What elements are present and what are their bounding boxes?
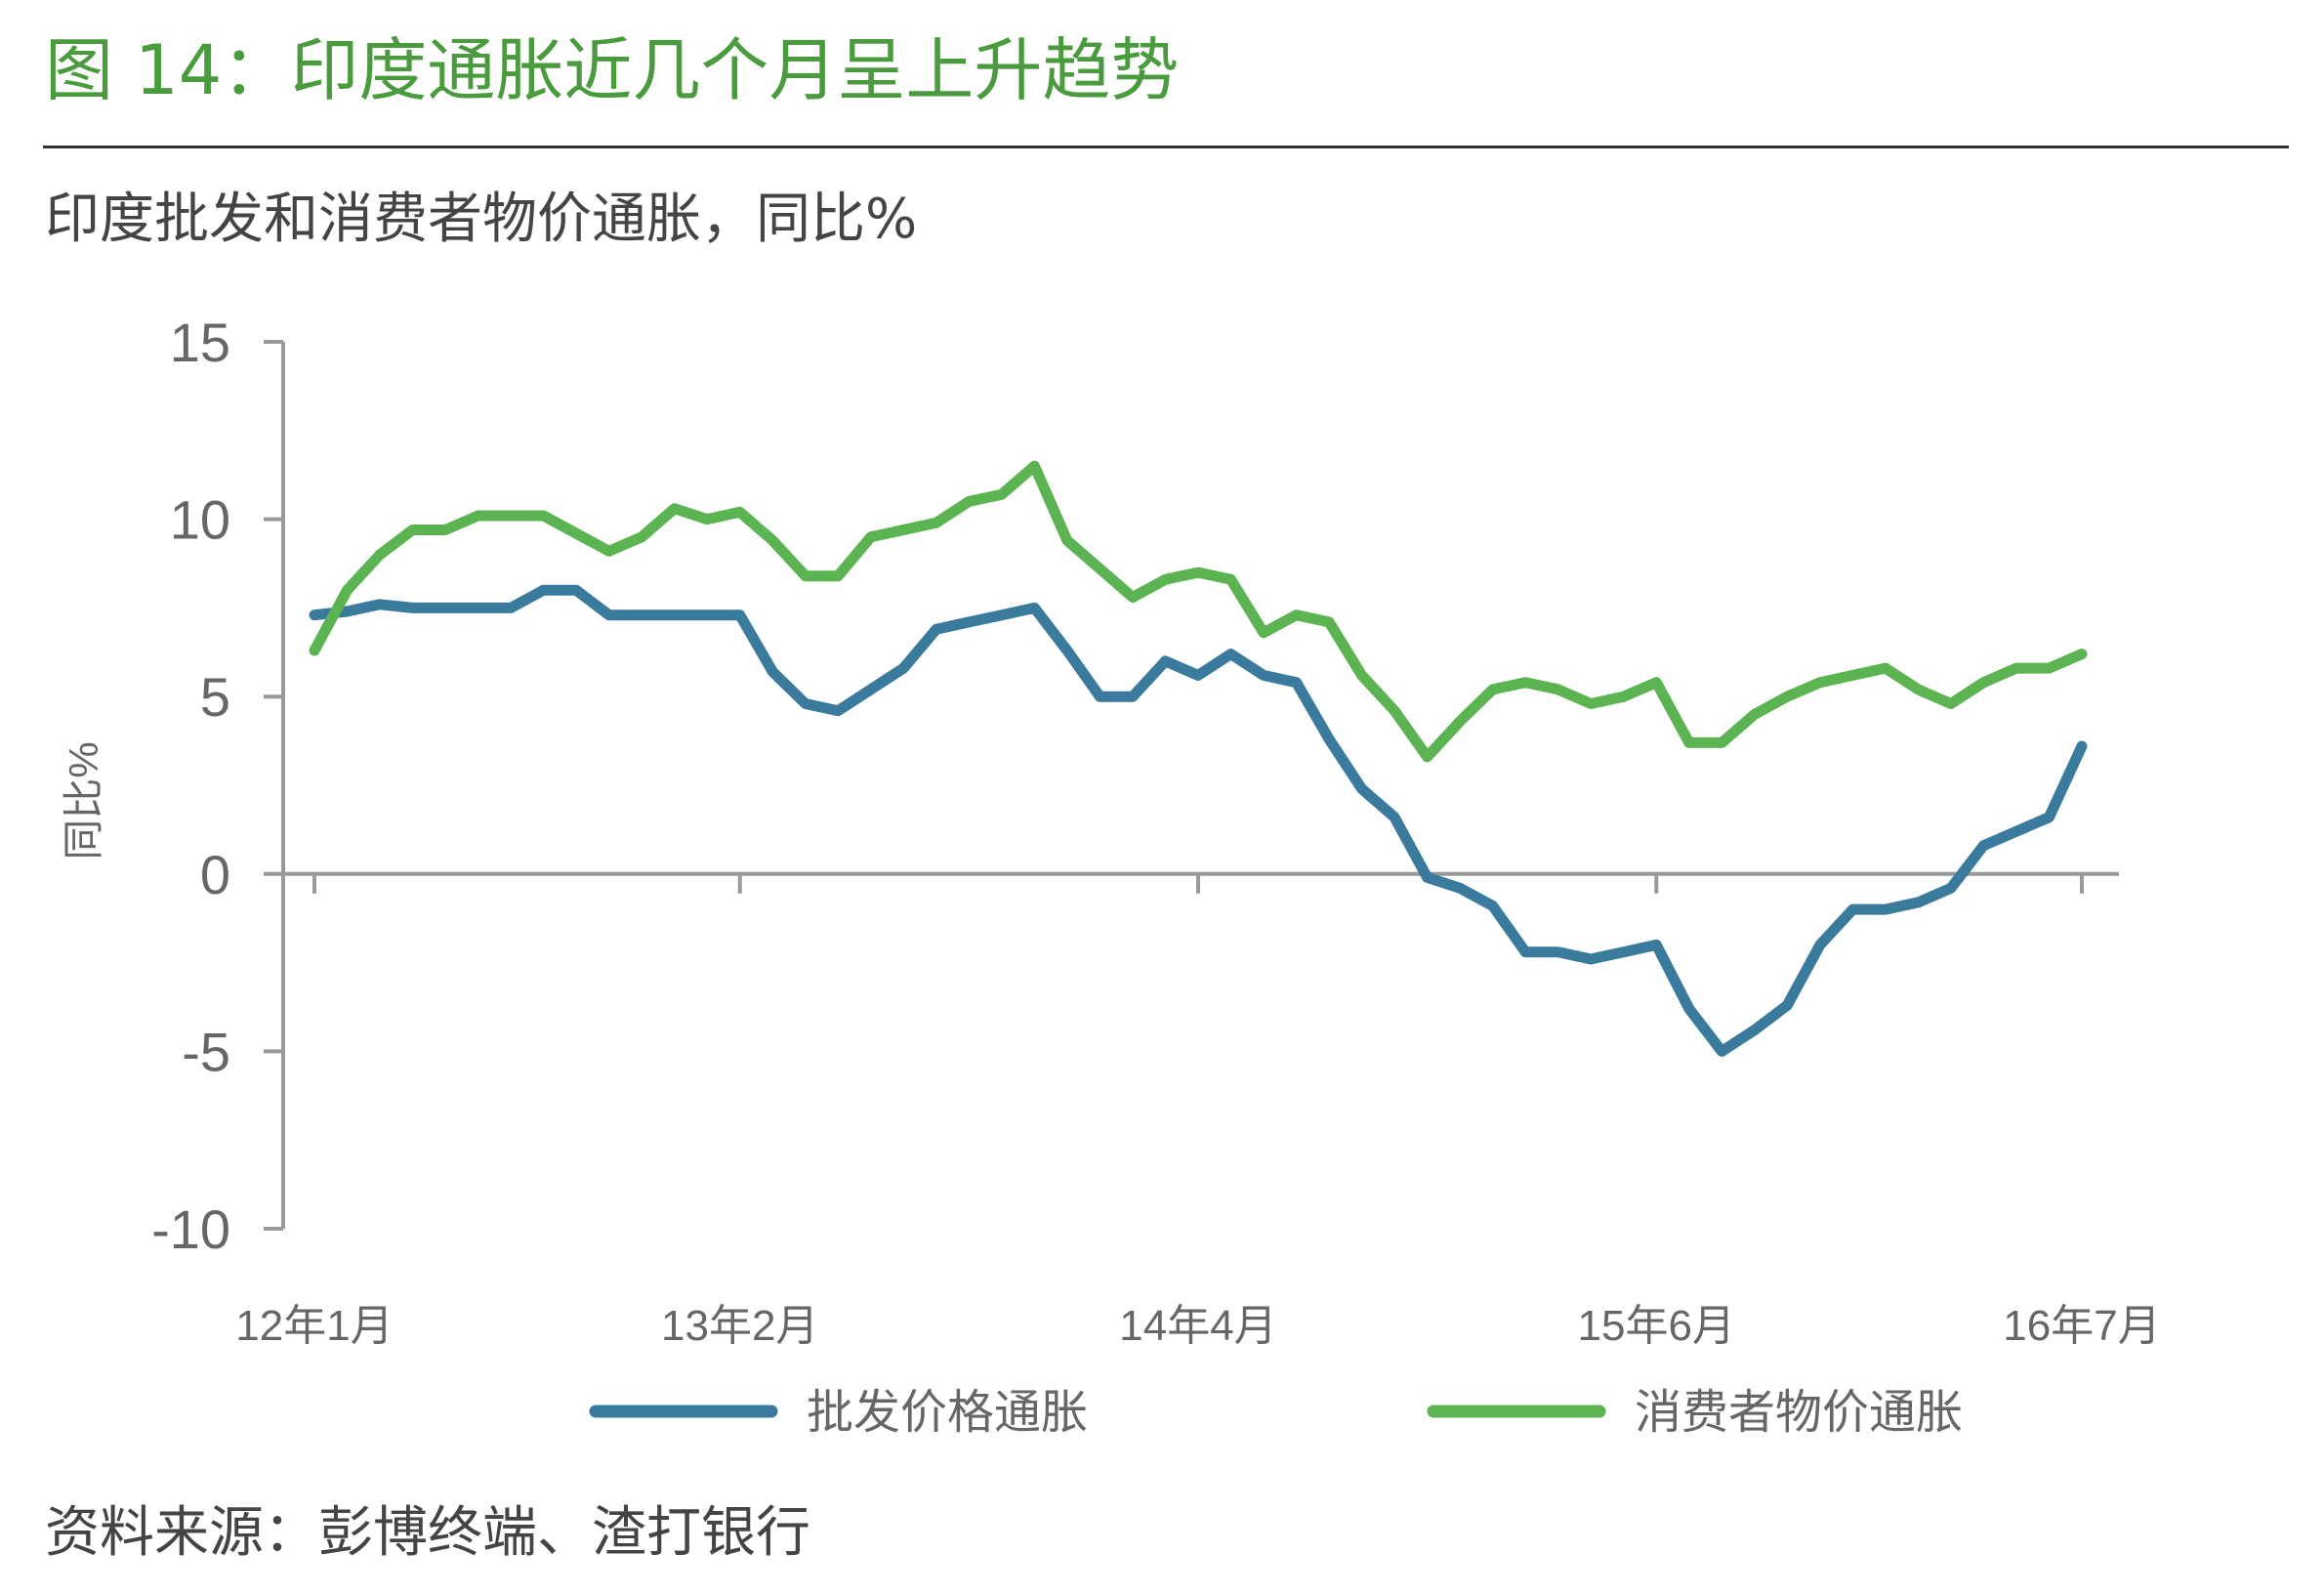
y-tick-label: 10 xyxy=(170,489,230,551)
source-note: 资料来源：彭博终端、渣打银行 xyxy=(45,1501,810,1565)
x-tick-label: 13年2月 xyxy=(661,1302,818,1350)
x-tick-label: 14年4月 xyxy=(1119,1302,1276,1350)
x-tick-label: 15年6月 xyxy=(1578,1302,1735,1350)
series-group xyxy=(309,460,2088,1057)
x-tick-label: 12年1月 xyxy=(235,1302,393,1350)
chart-subtitle: 印度批发和消费者物价通胀，同比% xyxy=(45,188,918,251)
y-tick-label: -10 xyxy=(151,1198,230,1260)
figure-title: 图 14：印度通胀近几个月呈上升趋势 xyxy=(45,30,1180,110)
legend-label-cpi: 消费者物价通胀 xyxy=(1635,1385,1963,1440)
title-rule xyxy=(43,146,2289,148)
legend: 批发价格通胀 消费者物价通胀 xyxy=(589,1385,1963,1440)
y-axis-title: 同比% xyxy=(61,741,106,860)
y-tick-label: 15 xyxy=(170,312,230,373)
y-tick-label: 5 xyxy=(200,666,230,728)
y-tick-label: -5 xyxy=(182,1021,230,1082)
x-tick-label: 16年7月 xyxy=(2003,1302,2160,1350)
cpi-series-line xyxy=(309,460,2088,763)
y-tick-label: 0 xyxy=(200,844,230,905)
wpi-series-line xyxy=(309,584,2088,1057)
legend-label-wpi: 批发价格通胀 xyxy=(807,1385,1088,1440)
